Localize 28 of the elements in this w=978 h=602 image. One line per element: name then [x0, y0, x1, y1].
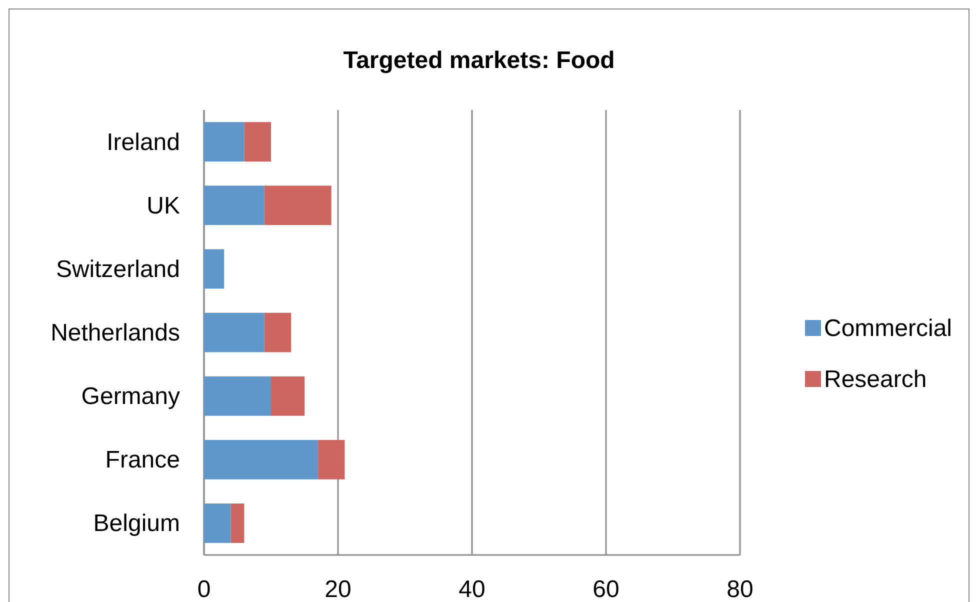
y-tick-label: Germany [81, 383, 180, 410]
bar [204, 504, 231, 543]
x-tick-label: 20 [324, 576, 352, 602]
x-tick-label: 80 [726, 576, 754, 602]
bar [318, 440, 345, 480]
x-tick-label: 60 [592, 576, 620, 602]
y-tick-label: France [105, 446, 180, 474]
bar [204, 122, 244, 162]
legend-label: Commercial [824, 315, 952, 342]
y-tick-label: UK [146, 192, 180, 220]
y-tick-label: Ireland [106, 128, 180, 156]
y-tick-label: Netherlands [50, 320, 180, 346]
y-tick-label: Switzerland [56, 256, 180, 283]
bar [204, 186, 264, 226]
bar [230, 504, 244, 543]
bar [204, 312, 264, 352]
x-tick-label: 0 [197, 576, 211, 602]
chart-title: Targeted markets: Food [343, 47, 615, 74]
legend-label: Research [824, 366, 927, 393]
bar [204, 376, 271, 416]
bar [244, 122, 271, 162]
bar [271, 376, 304, 416]
bar [204, 249, 224, 289]
bar [264, 312, 292, 352]
bar [204, 440, 318, 480]
x-tick-label: 40 [458, 576, 486, 602]
bar [264, 186, 332, 226]
y-tick-label: Belgium [93, 510, 180, 538]
